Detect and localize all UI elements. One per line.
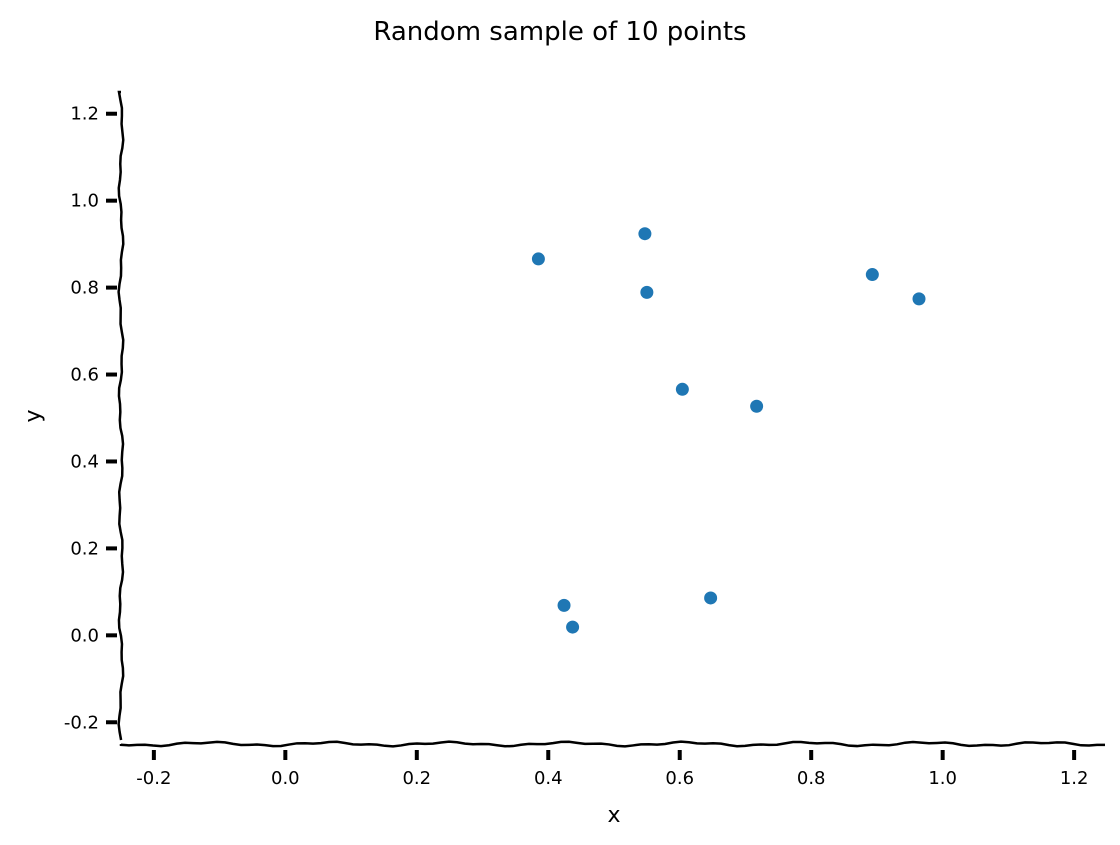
scatter-point: [865, 268, 879, 282]
y-tick-label: 1.0: [70, 191, 99, 212]
x-tick-label: 0.8: [797, 768, 826, 789]
x-tick-label: 0.0: [271, 768, 300, 789]
scatter-point: [750, 399, 764, 413]
chart-title: Random sample of 10 points: [373, 17, 746, 47]
scatter-point: [566, 620, 580, 634]
scatter-point: [640, 285, 654, 299]
scatter-point: [557, 598, 571, 612]
x-tick-label: 0.6: [665, 768, 694, 789]
y-tick-label: 0.6: [70, 365, 99, 386]
axes: [117, 90, 1106, 748]
y-axis-label: y: [21, 409, 46, 422]
scatter-points: [531, 227, 926, 634]
x-tick-label: 0.4: [534, 768, 563, 789]
x-axis-label: x: [607, 803, 620, 828]
x-tick-label: -0.2: [136, 768, 171, 789]
x-tick-label: 1.2: [1060, 768, 1089, 789]
scatter-point: [704, 591, 718, 605]
scatter-point: [675, 382, 689, 396]
x-axis-spine: [119, 740, 1106, 748]
x-tick-label: 0.2: [402, 768, 431, 789]
y-axis-spine: [117, 90, 125, 741]
y-tick-label: 0.4: [70, 451, 99, 472]
x-axis-ticks: -0.2 0.0 0.2 0.4 0.6 0.8 1.0 1.2: [136, 750, 1088, 789]
scatter-point: [912, 292, 926, 306]
y-tick-label: 0.8: [70, 278, 99, 299]
y-tick-label: 0.2: [70, 538, 99, 559]
x-tick-label: 1.0: [928, 768, 957, 789]
y-tick-label: 0.0: [70, 625, 99, 646]
y-axis-ticks: -0.2 0.0 0.2 0.4 0.6 0.8 1.0 1.2: [64, 104, 117, 733]
scatter-point: [638, 227, 652, 241]
y-tick-label: -0.2: [64, 712, 99, 733]
scatter-point: [531, 252, 545, 266]
y-tick-label: 1.2: [70, 104, 99, 125]
